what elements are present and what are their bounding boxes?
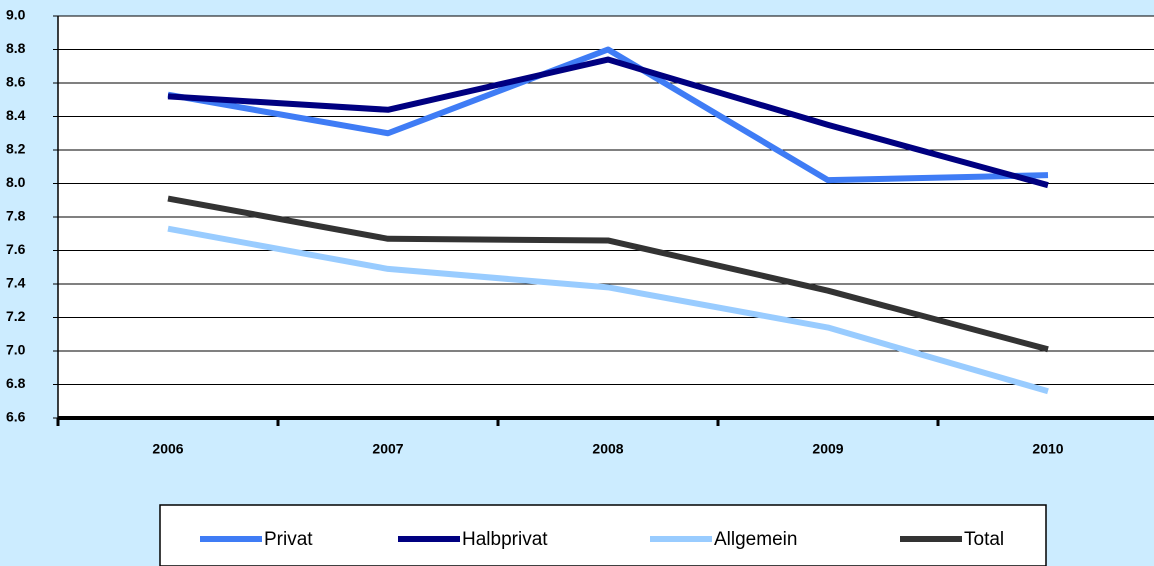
legend-label: Allgemein [714, 529, 797, 550]
y-tick-label: 7.0 [6, 342, 26, 358]
legend-label: Total [964, 529, 1004, 550]
y-tick-label: 6.6 [6, 409, 26, 425]
legend-label: Privat [264, 529, 313, 550]
series-line [167, 56, 1049, 189]
x-tick-label: 2006 [152, 441, 183, 457]
legend-box [159, 504, 1047, 566]
y-tick-label: 9.0 [6, 7, 26, 23]
y-tick-label: 8.6 [6, 74, 26, 90]
y-tick-label: 6.8 [6, 375, 26, 391]
y-tick-label: 7.4 [6, 275, 26, 291]
y-tick-label: 8.8 [6, 40, 26, 56]
y-tick-label: 8.0 [6, 174, 26, 190]
y-tick-label: 7.8 [6, 208, 26, 224]
x-tick-label: 2007 [372, 441, 403, 457]
x-tick-label: 2010 [1032, 441, 1063, 457]
legend-label: Halbprivat [462, 529, 548, 550]
y-tick-label: 8.4 [6, 107, 26, 123]
series-line [167, 225, 1049, 395]
y-tick-label: 7.2 [6, 308, 26, 324]
y-tick-label: 7.6 [6, 241, 26, 257]
series-line [167, 46, 1049, 184]
series-line [167, 195, 1049, 353]
x-tick-label: 2009 [812, 441, 843, 457]
x-tick-label: 2008 [592, 441, 623, 457]
y-tick-label: 8.2 [6, 141, 26, 157]
